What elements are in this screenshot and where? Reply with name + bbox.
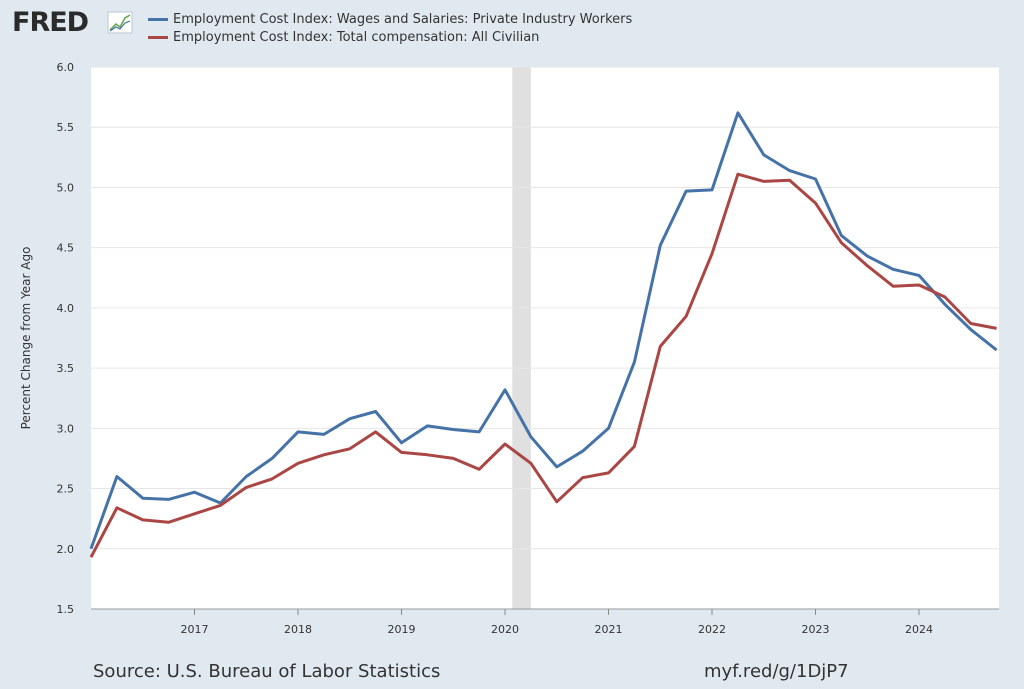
x-tick-label: 2022 [698,623,726,636]
source-text: Source: U.S. Bureau of Labor Statistics [93,661,441,682]
y-tick-label: 3.0 [57,422,75,435]
legend-label-compensation: Employment Cost Index: Total compensatio… [173,30,540,45]
graph-link[interactable]: myf.red/g/1DjP7 [704,661,849,682]
y-tick-label: 6.0 [57,61,75,74]
fred-logo-text: FRED [12,7,88,38]
x-tick-label: 2017 [181,623,209,636]
recession-shading [512,67,531,609]
x-tick-label: 2019 [388,623,416,636]
fred-logo-chart-icon [107,11,133,34]
plot-area [91,67,999,609]
x-tick-label: 2018 [284,623,312,636]
series-lines [89,111,998,558]
legend-item-compensation: Employment Cost Index: Total compensatio… [148,30,539,45]
fred-logo: FRED [12,7,133,38]
x-tick-label: 2024 [905,623,933,636]
y-tick-label: 5.0 [57,181,75,194]
y-axis-ticks: 1.5 2.0 2.5 3.0 3.5 4.0 4.5 5.0 5.5 6.0 [57,61,75,616]
legend-label-wages: Employment Cost Index: Wages and Salarie… [173,12,633,27]
y-tick-label: 5.5 [57,121,75,134]
y-tick-label: 3.5 [57,362,75,375]
y-tick-label: 1.5 [57,603,75,616]
x-axis-ticks: 2017 2018 2019 2020 2021 2022 2023 2024 [91,608,999,636]
y-axis-label: Percent Change from Year Ago [19,247,33,430]
legend-swatch-wages [148,18,168,21]
y-tick-label: 4.0 [57,302,75,315]
y-tick-label: 4.5 [57,242,75,255]
y-tick-label: 2.0 [57,543,75,556]
x-tick-label: 2021 [595,623,623,636]
legend-swatch-compensation [148,36,168,39]
y-tick-label: 2.5 [57,483,75,496]
x-tick-label: 2023 [802,623,830,636]
x-tick-label: 2020 [491,623,519,636]
series-line-wages [89,111,998,550]
legend-item-wages: Employment Cost Index: Wages and Salarie… [148,12,632,27]
series-line-compensation [89,172,997,558]
